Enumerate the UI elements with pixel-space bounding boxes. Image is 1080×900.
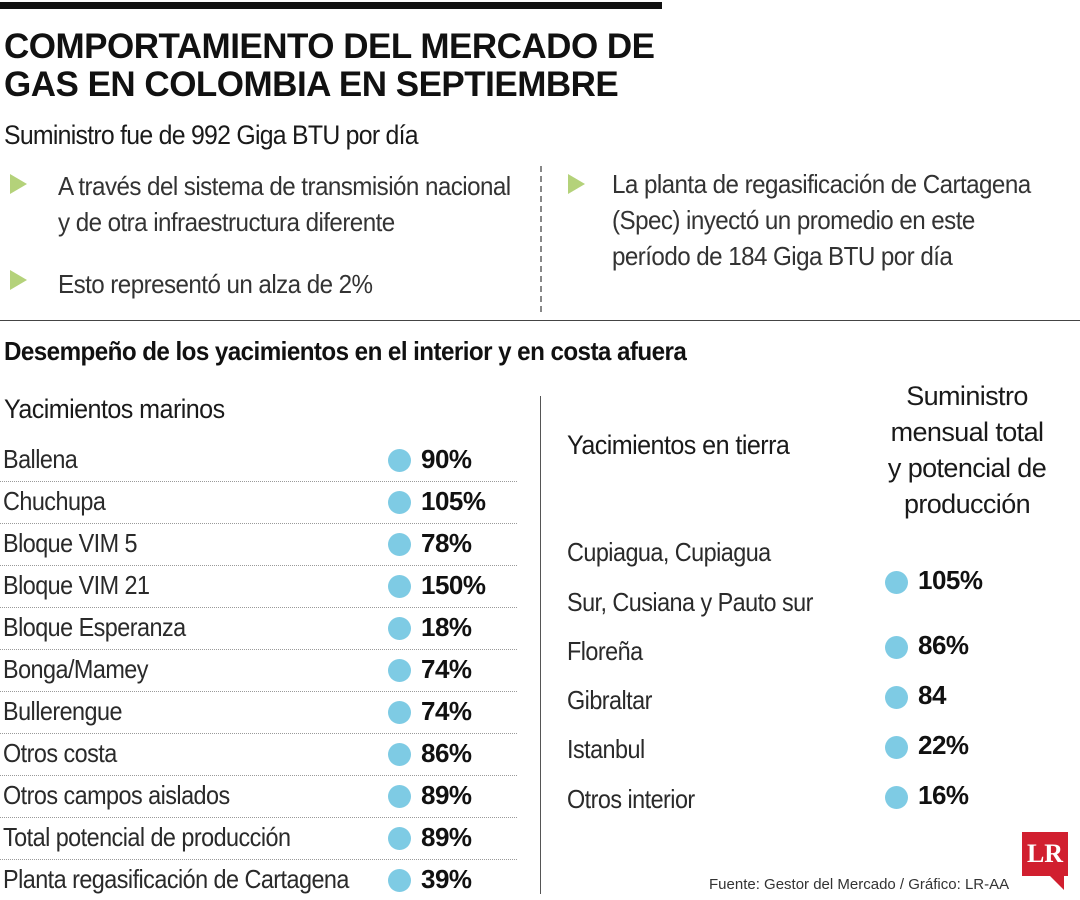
row-separator [0,649,517,650]
row-label: Otros interior [567,784,695,814]
bullet-text: La planta de regasificación de Cartagena… [612,166,1031,274]
bullet-line: período de 184 Giga BTU por día [612,241,953,271]
lr-logo-tail [1050,876,1064,890]
value-dot [885,786,908,809]
row-value: 150% [421,570,486,600]
title-line-1: COMPORTAMIENTO DEL MERCADO DE [4,27,655,66]
land-header: Yacimientos en tierra [567,430,790,460]
value-dot [388,617,411,640]
row-label: Otros campos aislados [3,780,230,810]
row-separator [0,775,517,776]
section-title: Desempeño de los yacimientos en el inter… [4,336,687,366]
value-dot [885,736,908,759]
column-divider [540,396,541,894]
row-label: Ballena [3,444,78,474]
value-dot [388,785,411,808]
row-label: Bloque VIM 5 [3,528,138,558]
row-value: 89% [421,822,472,852]
row-label: Istanbul [567,734,645,764]
row-label: Floreña [567,636,643,666]
bullet-text: A través del sistema de transmisión naci… [58,168,511,240]
value-dot [388,659,411,682]
row-label: Chuchupa [3,486,106,516]
divider-dashed [540,166,542,312]
value-dot [388,449,411,472]
section-divider [0,320,1080,321]
top-rule [0,2,662,9]
supply-header-line: y potencial de [887,453,1047,483]
row-label: Sur, Cusiana y Pauto sur [567,587,813,617]
bullet-line: (Spec) inyectó un promedio en este [612,205,975,235]
row-label: Bullerengue [3,696,123,726]
row-label: Total potencial de producción [3,822,291,852]
supply-header: Suministro mensual total y potencial de … [862,378,1072,522]
row-value: 16% [918,780,969,810]
lr-logo: LR [1022,832,1068,876]
row-label: Bloque Esperanza [3,612,186,642]
value-dot [388,701,411,724]
row-label: Planta regasificación de Cartagena [3,864,349,894]
row-value: 86% [421,738,472,768]
title-line-2: GAS EN COLOMBIA EN SEPTIEMBRE [4,65,619,104]
row-label: Bonga/Mamey [3,654,148,684]
row-value: 39% [421,864,472,894]
page-title: COMPORTAMIENTO DEL MERCADO DE GAS EN COL… [4,28,684,104]
value-dot [388,743,411,766]
row-value: 74% [421,654,472,684]
row-separator [0,523,517,524]
row-separator [0,607,517,608]
supply-header-line: mensual total [890,417,1044,447]
value-dot [885,686,908,709]
value-dot [885,571,908,594]
row-label: Otros costa [3,738,117,768]
row-value: 86% [918,630,969,660]
row-value: 84 [918,680,946,710]
bullet-triangle-icon [10,270,27,290]
marine-header: Yacimientos marinos [4,394,225,424]
row-separator [0,817,517,818]
row-separator [0,481,517,482]
row-value: 22% [918,730,969,760]
bullet-line: A través del sistema de transmisión naci… [58,171,511,201]
row-value: 105% [421,486,486,516]
value-dot [388,827,411,850]
bullet-line: y de otra infraestructura diferente [58,207,395,237]
value-dot [388,869,411,892]
source-note: Fuente: Gestor del Mercado / Gráfico: LR… [709,876,1010,893]
bullet-line: La planta de regasificación de Cartagena [612,169,1031,199]
value-dot [388,491,411,514]
bullet-triangle-icon [568,174,585,194]
supply-header-line: Suministro [906,381,1028,411]
row-value: 90% [421,444,472,474]
row-separator [0,733,517,734]
row-separator [0,859,517,860]
value-dot [885,636,908,659]
bullet-line: Esto representó un alza de 2% [58,269,373,299]
subtitle: Suministro fue de 992 Giga BTU por día [4,120,419,150]
bullet-triangle-icon [10,174,27,194]
row-value: 78% [421,528,472,558]
row-separator [0,565,517,566]
supply-header-line: producción [903,489,1031,519]
row-value: 18% [421,612,472,642]
row-value: 89% [421,780,472,810]
row-separator [0,691,517,692]
row-label: Bloque VIM 21 [3,570,150,600]
row-value: 105% [918,565,983,595]
row-label: Cupiagua, Cupiagua [567,537,771,567]
value-dot [388,533,411,556]
row-label: Gibraltar [567,685,652,715]
bullet-text: Esto representó un alza de 2% [58,266,373,302]
value-dot [388,575,411,598]
row-value: 74% [421,696,472,726]
